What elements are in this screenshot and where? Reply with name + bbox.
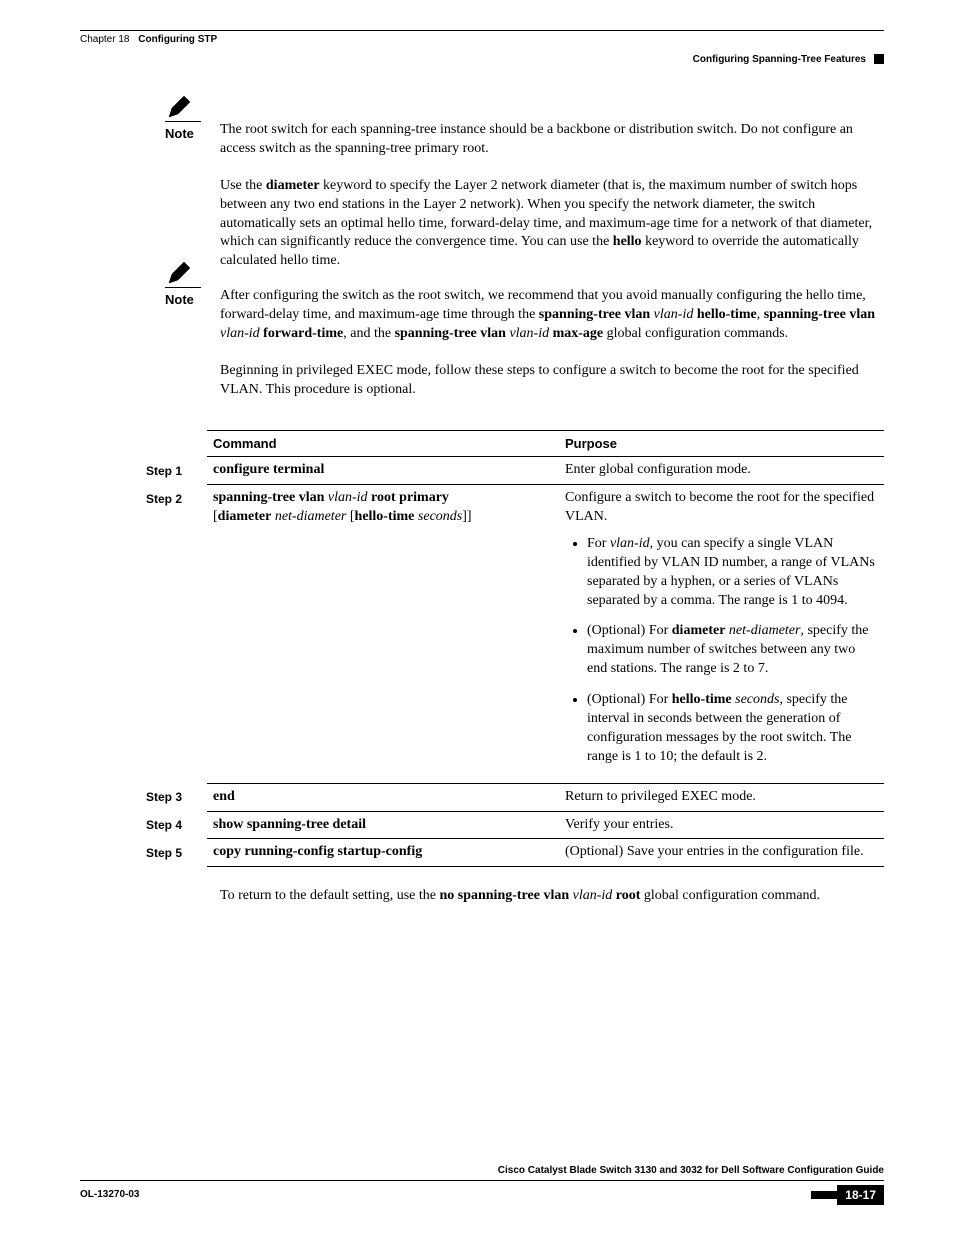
col-command: Command [207,430,559,457]
note-rule [165,287,201,288]
note-1-text: The root switch for each spanning-tree i… [220,121,884,159]
list-item: (Optional) For hello-time seconds, speci… [587,691,878,767]
note-rule [165,121,201,122]
purpose-cell: Enter global configuration mode. [559,457,884,485]
note-2-text: After configuring the switch as the root… [220,287,884,344]
cmd: no spanning-tree vlan [439,888,569,903]
page-number: 18-17 [837,1185,884,1205]
table-row: Step 4 show spanning-tree detail Verify … [140,811,884,839]
cmd: show spanning-tree detail [213,817,366,832]
cmd: copy running-config startup-config [213,844,422,859]
step-label: Step 3 [140,783,207,811]
text: , and the [343,326,394,341]
table-row: Step 5 copy running-config startup-confi… [140,839,884,867]
step-label: Step 4 [140,811,207,839]
running-header: Chapter 18 Configuring STP [80,33,884,47]
cmd: spanning-tree vlan [395,326,506,341]
table-header-row: Command Purpose [140,430,884,457]
cmd: hello-time [697,307,757,322]
cmd: diameter [218,509,272,524]
text: (Optional) For [587,692,672,707]
arg: vlan-id [328,490,368,505]
note-block-2: Note After configuring the switch as the… [220,287,884,344]
cmd: hello-time [672,692,732,707]
text: To return to the default setting, use th… [220,888,439,903]
intro-paragraph: Beginning in privileged EXEC mode, follo… [220,362,884,400]
purpose-cell: Configure a switch to become the root fo… [559,485,884,784]
list-item: For vlan-id, you can specify a single VL… [587,535,878,611]
sub-header-row: Configuring Spanning-Tree Features [80,53,884,67]
command-cell: copy running-config startup-config [207,839,559,867]
arg: vlan-id [654,307,694,322]
command-cell: configure terminal [207,457,559,485]
cmd: root primary [371,490,449,505]
arg: seconds [418,509,462,524]
arg: vlan-id [509,326,549,341]
sub-heading: Configuring Spanning-Tree Features [693,53,866,67]
arg: seconds [735,692,779,707]
cmd: diameter [672,623,726,638]
cmd: spanning-tree vlan [539,307,650,322]
text: global configuration command. [640,888,820,903]
step-label: Step 2 [140,485,207,784]
pencil-icon [165,259,193,287]
text: Use the [220,178,266,193]
pencil-icon [165,93,193,121]
note-label: Note [165,125,194,143]
text: (Optional) For [587,623,672,638]
arg: vlan-id [573,888,613,903]
command-cell: end [207,783,559,811]
blank-header [140,430,207,457]
table-row: Step 1 configure terminal Enter global c… [140,457,884,485]
purpose-cell: Return to privileged EXEC mode. [559,783,884,811]
diameter-paragraph: Use the diameter keyword to specify the … [220,177,884,271]
top-rule [80,30,884,31]
chapter-title: Configuring STP [138,34,217,45]
command-table: Command Purpose Step 1 configure termina… [140,430,884,868]
table-row: Step 2 spanning-tree vlan vlan-id root p… [140,485,884,784]
command-cell: spanning-tree vlan vlan-id root primary … [207,485,559,784]
page-footer: Cisco Catalyst Blade Switch 3130 and 303… [80,1164,884,1205]
header-block-icon [874,54,884,64]
kw-hello: hello [613,234,642,249]
note-block-1: Note The root switch for each spanning-t… [220,121,884,159]
arg: net-diameter [275,509,347,524]
note-label: Note [165,291,194,309]
closing-paragraph: To return to the default setting, use th… [220,887,884,906]
cmd: spanning-tree vlan [213,490,324,505]
cmd: configure terminal [213,462,324,477]
cmd: root [616,888,641,903]
col-purpose: Purpose [559,430,884,457]
arg: vlan-id [610,536,650,551]
purpose-cell: Verify your entries. [559,811,884,839]
cmd: end [213,789,235,804]
cmd: hello-time [355,509,415,524]
arg: vlan-id [220,326,260,341]
step-label: Step 1 [140,457,207,485]
arg: net-diameter [729,623,801,638]
page-num-bar-icon [811,1191,837,1199]
list-item: (Optional) For diameter net-diameter, sp… [587,622,878,679]
chapter-prefix: Chapter 18 [80,34,129,45]
purpose-list: For vlan-id, you can specify a single VL… [565,535,878,767]
step-label: Step 5 [140,839,207,867]
command-cell: show spanning-tree detail [207,811,559,839]
guide-title: Cisco Catalyst Blade Switch 3130 and 303… [80,1164,884,1181]
cmd: spanning-tree vlan [764,307,875,322]
purpose-cell: (Optional) Save your entries in the conf… [559,839,884,867]
text: global configuration commands. [603,326,788,341]
cmd: max-age [553,326,604,341]
text: , [757,307,764,322]
doc-id: OL-13270-03 [80,1188,139,1202]
cmd-line2: [[diameterdiameter net-diameter [hello-t… [213,509,472,524]
table-row: Step 3 end Return to privileged EXEC mod… [140,783,884,811]
text: For [587,536,610,551]
purpose-lead: Configure a switch to become the root fo… [565,490,874,524]
kw-diameter: diameter [266,178,320,193]
cmd: forward-time [263,326,343,341]
